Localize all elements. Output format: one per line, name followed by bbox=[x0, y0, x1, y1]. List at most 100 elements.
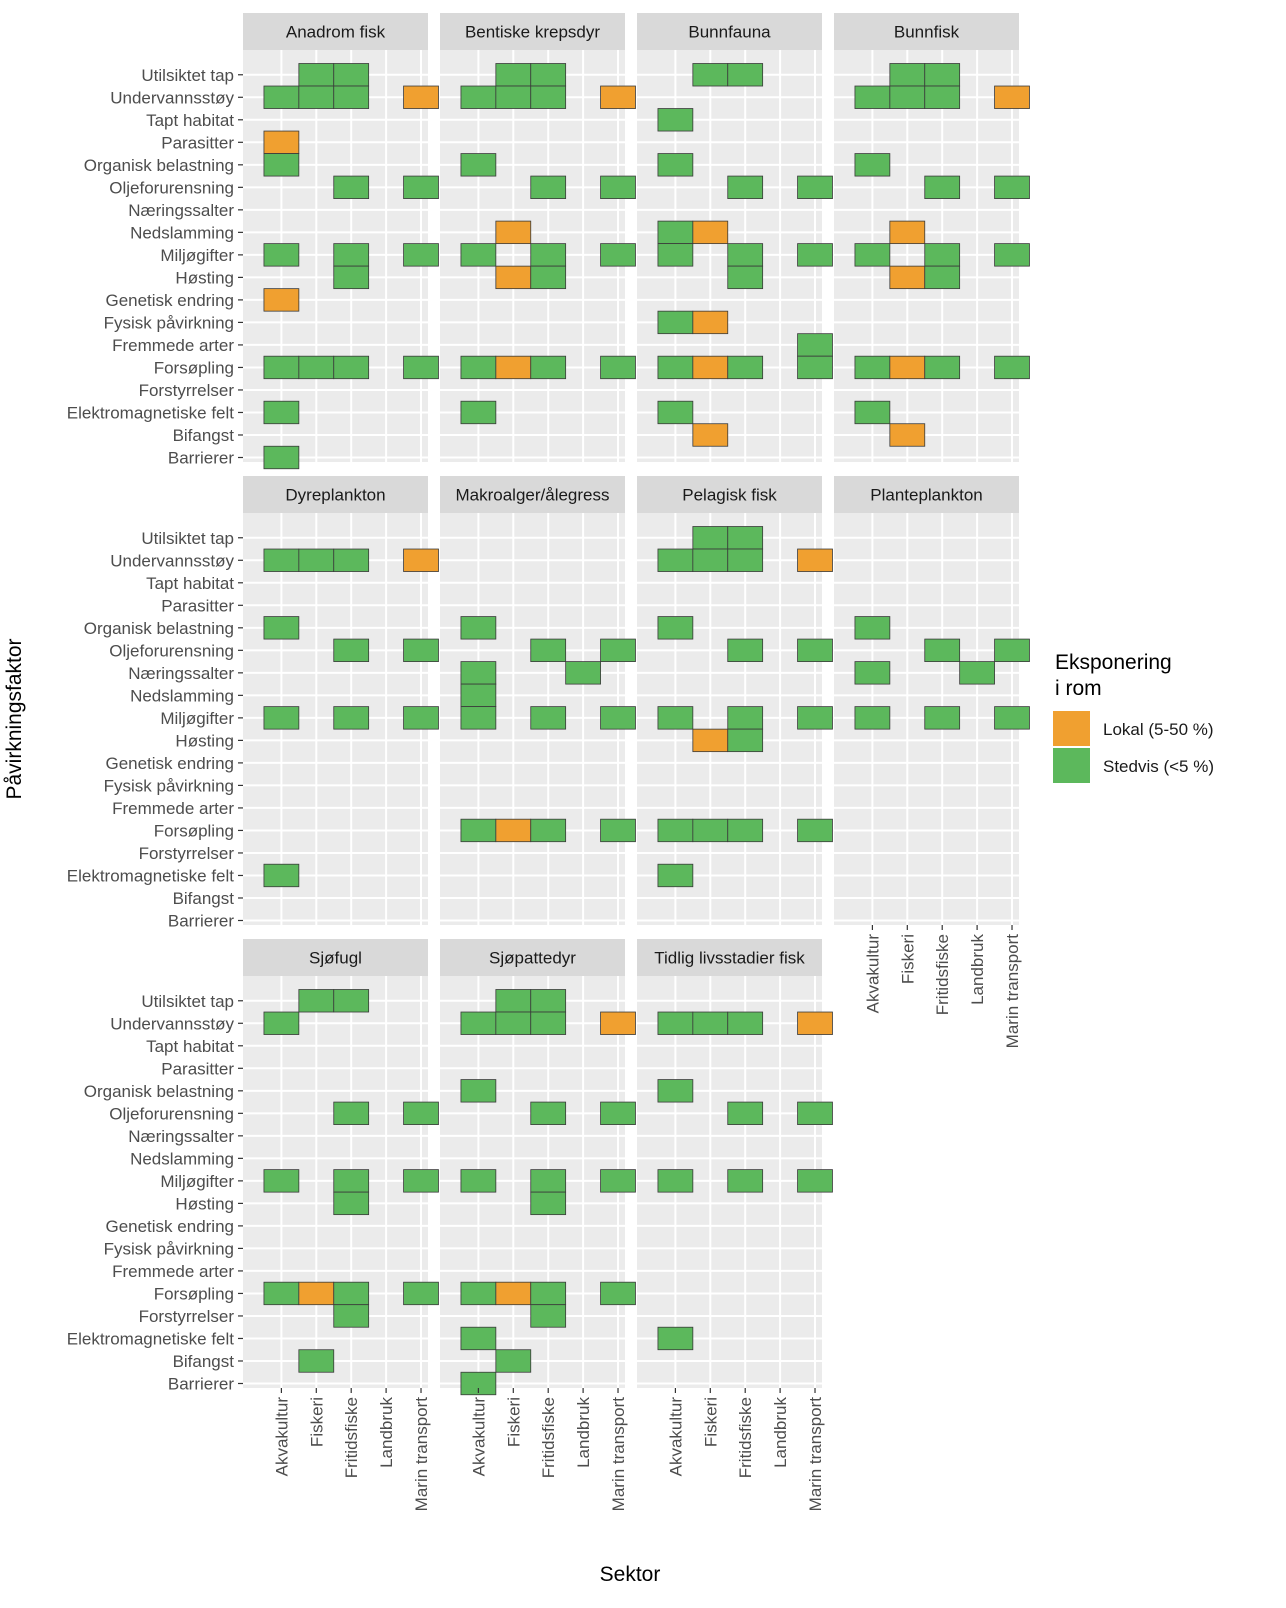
y-tick-label: Næringssalter bbox=[128, 201, 234, 220]
heatmap-tile bbox=[797, 175, 833, 199]
heatmap-tile bbox=[495, 1281, 532, 1306]
heatmap-tile bbox=[889, 423, 926, 447]
heatmap-tile bbox=[333, 265, 370, 290]
heatmap-tile bbox=[403, 706, 439, 730]
y-tick-label: Parasitter bbox=[161, 596, 234, 615]
y-tick-label: Barrierer bbox=[168, 1374, 234, 1393]
heatmap-tile bbox=[495, 220, 532, 245]
heatmap-tile bbox=[854, 355, 891, 380]
heatmap-tile bbox=[727, 1169, 764, 1193]
heatmap-tile bbox=[797, 243, 833, 267]
y-tick-label: Oljeforurensning bbox=[109, 1104, 234, 1123]
y-tick-label: Forsøpling bbox=[154, 358, 234, 377]
y-tick-label: Fysisk påvirkning bbox=[104, 1239, 234, 1258]
heatmap-tile bbox=[727, 706, 764, 730]
y-tick-label: Tapt habitat bbox=[146, 1037, 234, 1056]
y-tick-label: Genetisk endring bbox=[105, 1217, 234, 1236]
heatmap-tile bbox=[263, 1281, 300, 1306]
x-tick-label: Fritidsfiske bbox=[539, 1397, 558, 1478]
facet-title: Anadrom fisk bbox=[286, 23, 386, 42]
heatmap-tile bbox=[727, 265, 764, 290]
heatmap-tile bbox=[692, 526, 729, 550]
heatmap-tile bbox=[600, 1169, 636, 1193]
heatmap-tile bbox=[403, 1169, 439, 1193]
heatmap-tile bbox=[657, 863, 694, 888]
heatmap-tile bbox=[854, 616, 891, 640]
x-tick-label: Akvakultur bbox=[863, 934, 882, 1014]
heatmap-tile bbox=[657, 153, 694, 177]
heatmap-tile bbox=[263, 548, 300, 572]
heatmap-tile bbox=[530, 638, 567, 662]
heatmap-tile bbox=[530, 265, 567, 290]
heatmap-tile bbox=[530, 1011, 567, 1035]
x-tick-label: Marin transport bbox=[412, 1397, 431, 1512]
y-tick-label: Parasitter bbox=[161, 1059, 234, 1078]
y-tick-label: Nedslamming bbox=[130, 1149, 234, 1168]
heatmap-tile bbox=[530, 355, 567, 380]
heatmap-tile bbox=[333, 706, 370, 730]
heatmap-tile bbox=[298, 85, 335, 109]
y-tick-label: Miljøgifter bbox=[160, 246, 234, 265]
heatmap-tile bbox=[924, 63, 961, 87]
heatmap-tile bbox=[333, 548, 370, 572]
heatmap-tile bbox=[797, 638, 833, 662]
y-tick-label: Bifangst bbox=[173, 889, 235, 908]
x-tick-label: Fritidsfiske bbox=[342, 1397, 361, 1478]
heatmap-tile bbox=[403, 175, 439, 199]
heatmap-tile bbox=[530, 85, 567, 109]
heatmap-tile bbox=[263, 355, 300, 380]
facet-title: Sjøpattedyr bbox=[489, 949, 576, 968]
x-tick-label: Landbruk bbox=[574, 1397, 593, 1468]
heatmap-tile bbox=[854, 400, 891, 425]
heatmap-tile bbox=[797, 818, 833, 843]
heatmap-tile bbox=[727, 728, 764, 753]
heatmap-tile bbox=[727, 355, 764, 380]
y-tick-label: Tapt habitat bbox=[146, 574, 234, 593]
heatmap-tile bbox=[994, 85, 1030, 109]
heatmap-tile bbox=[600, 818, 636, 843]
x-tick-label: Fiskeri bbox=[307, 1397, 326, 1447]
x-tick-label: Fritidsfiske bbox=[933, 934, 952, 1015]
heatmap-tile bbox=[263, 616, 300, 640]
heatmap-tile bbox=[889, 220, 926, 245]
heatmap-tile bbox=[994, 243, 1030, 267]
legend-key bbox=[1053, 748, 1090, 783]
heatmap-tile bbox=[692, 423, 729, 447]
heatmap-tile bbox=[889, 63, 926, 87]
heatmap-tile bbox=[854, 661, 891, 685]
y-tick-label: Undervannsstøy bbox=[110, 1014, 234, 1033]
heatmap-tile bbox=[889, 355, 926, 380]
y-tick-label: Forstyrrelser bbox=[139, 381, 235, 400]
facet-strip bbox=[243, 13, 428, 50]
x-tick-label: Marin transport bbox=[609, 1397, 628, 1512]
heatmap-tile bbox=[889, 85, 926, 109]
heatmap-tile bbox=[263, 243, 300, 267]
heatmap-tile bbox=[692, 548, 729, 572]
heatmap-tile bbox=[333, 243, 370, 267]
facet-strip bbox=[440, 476, 625, 513]
heatmap-tile bbox=[657, 1079, 694, 1103]
heatmap-tile bbox=[460, 1079, 497, 1103]
heatmap-tile bbox=[263, 130, 300, 154]
heatmap-tile bbox=[692, 310, 729, 335]
y-tick-label: Fremmede arter bbox=[112, 799, 234, 818]
heatmap-tile bbox=[460, 706, 497, 730]
heatmap-tile bbox=[530, 175, 567, 199]
heatmap-tile bbox=[263, 706, 300, 730]
heatmap-tile bbox=[657, 1326, 694, 1351]
x-tick-label: Akvakultur bbox=[469, 1397, 488, 1477]
y-tick-label: Elektromagnetiske felt bbox=[67, 403, 235, 422]
heatmap-tile bbox=[333, 638, 370, 662]
heatmap-tile bbox=[495, 989, 532, 1013]
heatmap-tile bbox=[600, 85, 636, 109]
heatmap-tile bbox=[854, 706, 891, 730]
heatmap-tile bbox=[263, 153, 300, 177]
facet-title: Bunnfisk bbox=[894, 23, 960, 42]
y-tick-label: Høsting bbox=[175, 1194, 234, 1213]
heatmap-tile bbox=[727, 638, 764, 662]
heatmap-tile bbox=[403, 1101, 439, 1125]
heatmap-tile bbox=[657, 310, 694, 335]
heatmap-tile bbox=[333, 85, 370, 109]
heatmap-tile bbox=[854, 85, 891, 109]
